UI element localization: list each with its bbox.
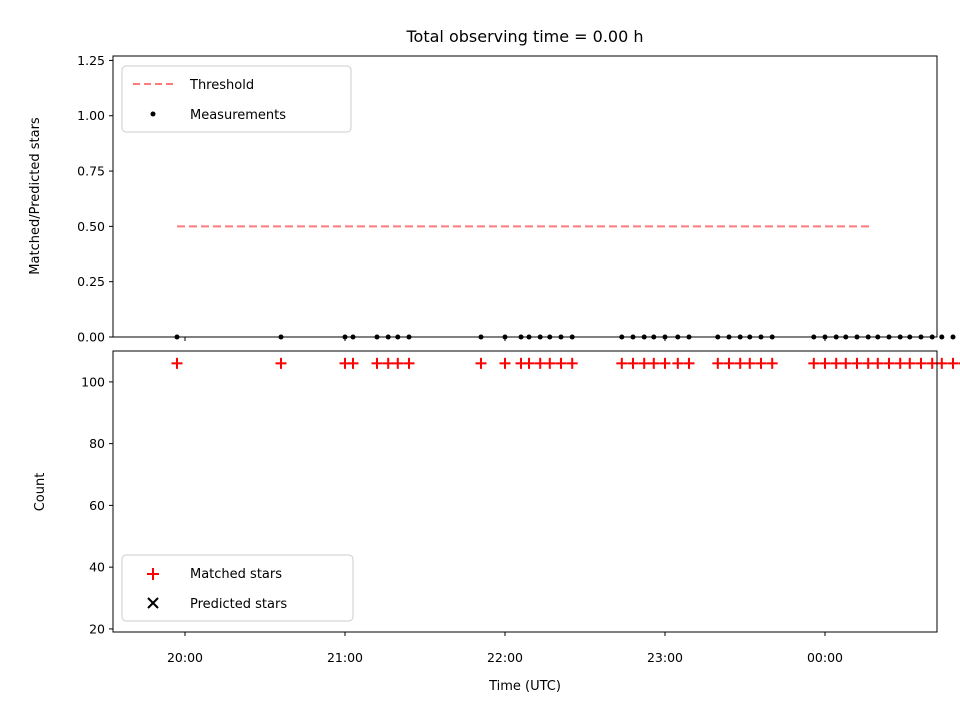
legend-threshold-label: Threshold: [189, 78, 254, 93]
matched-stars-point: [926, 357, 938, 369]
matched-stars-point: [808, 357, 820, 369]
matched-stars-point: [347, 357, 359, 369]
bottom-plot-marks: [171, 357, 960, 369]
top-y-tick-label: 0.00: [77, 330, 105, 345]
matched-stars-point: [904, 357, 916, 369]
chart-title: Total observing time = 0.00 h: [405, 27, 643, 46]
matched-stars-point: [627, 357, 639, 369]
matched-stars-point: [523, 357, 535, 369]
bottom-y-tick-label: 100: [81, 374, 105, 389]
bottom-axes-frame: [112, 350, 938, 633]
matched-stars-point: [840, 357, 852, 369]
matched-stars-point: [819, 357, 831, 369]
top-y-tick-label: 1.00: [77, 108, 105, 123]
matched-stars-point: [544, 357, 556, 369]
bottom-legend: Matched stars Predicted stars: [121, 554, 354, 622]
bottom-y-tick-label: 80: [89, 436, 105, 451]
matched-stars-point: [683, 357, 695, 369]
bottom-y-ticks: 20 40 60 80 100: [81, 374, 113, 636]
matched-stars-point: [915, 357, 927, 369]
top-y-tick-label: 1.25: [77, 53, 105, 68]
matched-stars-point: [936, 357, 948, 369]
matched-stars-point: [672, 357, 684, 369]
legend-predicted-label: Predicted stars: [190, 597, 287, 612]
matched-stars-point: [275, 357, 287, 369]
top-axes-frame: [112, 55, 938, 338]
bottom-x-ticks: 20:0021:0022:0023:0000:0001:0002:0003:00…: [167, 632, 843, 665]
top-y-tick-label: 0.75: [77, 164, 105, 179]
matched-stars-point: [744, 357, 756, 369]
legend-matched-swatch: [147, 568, 159, 580]
matched-stars-point: [382, 357, 394, 369]
top-legend-box: [121, 65, 352, 133]
top-panel: 0.00 0.25 0.50 0.75 1.00 1.25 Matched/Predict…: [28, 53, 956, 345]
matched-stars-point: [872, 357, 884, 369]
matched-stars-point: [499, 357, 511, 369]
matched-stars-point: [723, 357, 735, 369]
matched-stars-point: [894, 357, 906, 369]
legend-matched-label: Matched stars: [190, 567, 282, 582]
bottom-y-tick-label: 20: [89, 621, 105, 636]
matched-stars-point: [734, 357, 746, 369]
matched-stars-point: [712, 357, 724, 369]
bottom-y-tick-label: 60: [89, 498, 105, 513]
top-y-tick-label: 0.50: [77, 219, 105, 234]
measurements-point: [950, 334, 956, 340]
matched-stars-point: [555, 357, 567, 369]
top-x-ticks: [184, 337, 826, 341]
matched-stars-point: [638, 357, 650, 369]
matched-stars-point: [371, 357, 383, 369]
matched-stars-point: [403, 357, 415, 369]
matched-stars-point: [883, 357, 895, 369]
matched-stars-point: [830, 357, 842, 369]
matched-stars-point: [566, 357, 578, 369]
top-y-ticks: 0.00 0.25 0.50 0.75 1.00 1.25: [77, 53, 113, 345]
matched-stars-point: [947, 357, 959, 369]
matched-stars-point: [392, 357, 404, 369]
bottom-y-tick-label: 40: [89, 560, 105, 575]
legend-measurements-swatch: [150, 111, 156, 117]
bottom-legend-box: [121, 554, 354, 622]
matched-stars-point: [648, 357, 660, 369]
top-legend: Threshold Measurements: [121, 65, 352, 133]
matched-stars-point: [851, 357, 863, 369]
matched-stars-point: [766, 357, 778, 369]
matched-stars-point: [534, 357, 546, 369]
matched-stars-point: [171, 357, 183, 369]
matched-stars-point: [616, 357, 628, 369]
measurements-point: [939, 334, 945, 340]
x-tick-label: 20:00: [167, 650, 203, 665]
matched-stars-point: [475, 357, 487, 369]
matched-stars-point: [755, 357, 767, 369]
matched-stars-point: [862, 357, 874, 369]
x-axis-title: Time (UTC): [488, 679, 561, 694]
legend-measurements-label: Measurements: [190, 108, 286, 123]
x-tick-label: 21:00: [327, 650, 363, 665]
x-tick-label: 00:00: [807, 650, 843, 665]
x-tick-label: 23:00: [647, 650, 683, 665]
bottom-y-axis-title: Count: [33, 473, 48, 512]
legend-predicted-swatch: [147, 597, 159, 609]
x-tick-label: 22:00: [487, 650, 523, 665]
top-y-axis-title: Matched/Predicted stars: [28, 117, 43, 275]
matched-stars-point: [659, 357, 671, 369]
top-y-tick-label: 0.25: [77, 274, 105, 289]
